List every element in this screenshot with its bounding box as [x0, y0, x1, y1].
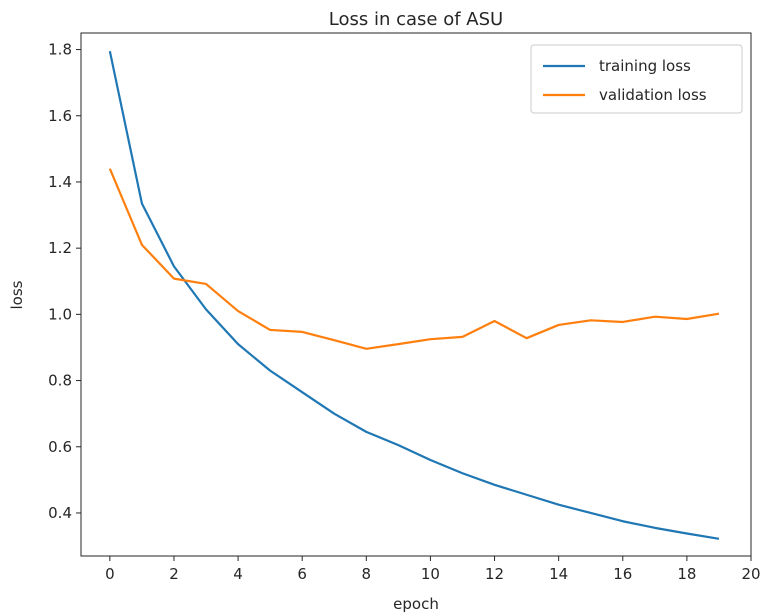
legend-label: training loss	[599, 57, 691, 75]
y-tick-label: 0.6	[48, 438, 72, 456]
y-tick-label: 1.0	[48, 305, 72, 323]
x-tick-label: 12	[485, 565, 504, 583]
y-tick-label: 1.4	[48, 173, 72, 191]
validation-loss-line	[108, 168, 720, 350]
y-axis-label: loss	[8, 280, 26, 309]
x-tick-label: 16	[613, 565, 632, 583]
x-tick-label: 4	[233, 565, 243, 583]
training-loss-line	[108, 50, 720, 540]
y-tick-label: 0.4	[48, 504, 72, 522]
chart-title: Loss in case of ASU	[329, 9, 503, 30]
y-tick-label: 0.8	[48, 372, 72, 390]
x-tick-label: 18	[677, 565, 696, 583]
plot-frame	[80, 32, 752, 557]
x-axis-label: epoch	[393, 595, 439, 613]
x-tick-label: 8	[362, 565, 372, 583]
x-tick-label: 14	[549, 565, 568, 583]
legend: training loss validation loss	[530, 44, 743, 114]
x-tick-label: 20	[741, 565, 760, 583]
x-tick-label: 6	[297, 565, 307, 583]
legend-label: validation loss	[599, 86, 707, 104]
x-tick-label: 0	[105, 565, 115, 583]
y-tick-label: 1.2	[48, 239, 72, 257]
x-tick-label: 10	[421, 565, 440, 583]
x-tick-label: 2	[169, 565, 179, 583]
y-tick-label: 1.6	[48, 107, 72, 125]
y-tick-label: 1.8	[48, 41, 72, 59]
